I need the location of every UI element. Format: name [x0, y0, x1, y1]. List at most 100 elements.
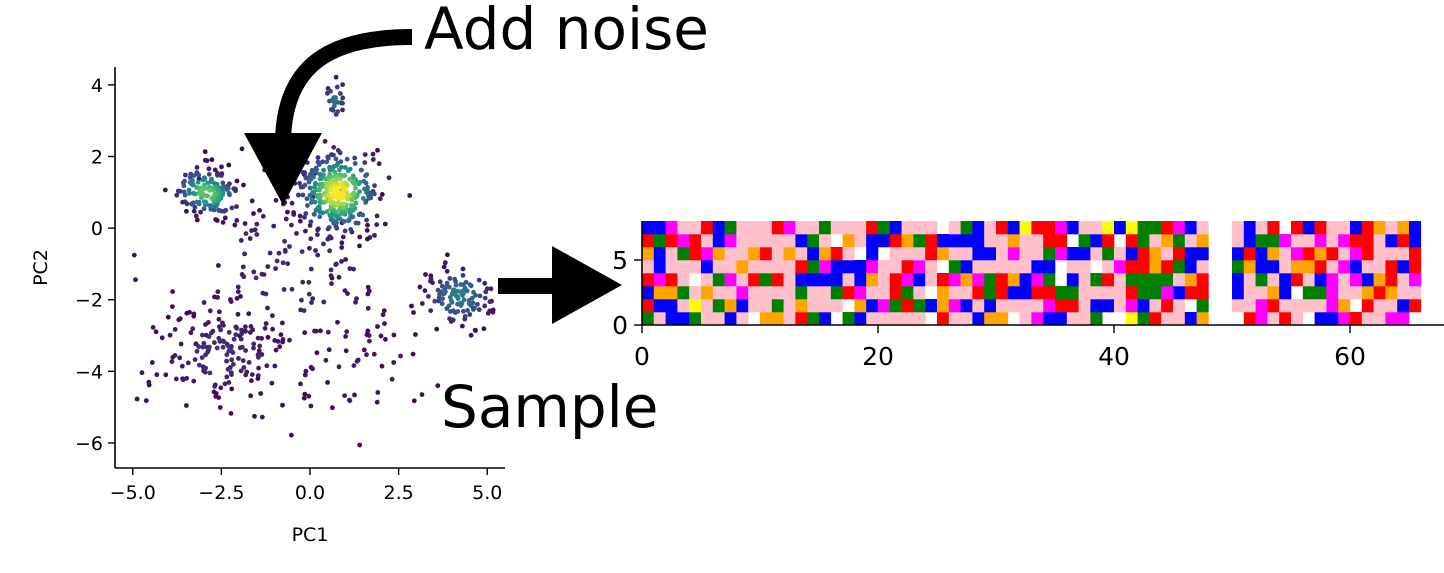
scatter-point [282, 238, 287, 244]
heatmap-cell [771, 312, 784, 326]
scatter-point [334, 163, 339, 168]
heatmap-cell [1078, 286, 1091, 300]
scatter-point [206, 334, 212, 339]
scatter-point [273, 197, 279, 203]
scatter-point [262, 325, 268, 331]
heatmap-cell [1196, 273, 1209, 287]
scatter-point [280, 337, 286, 342]
scatter-point [243, 231, 249, 237]
heatmap-cell [689, 221, 702, 235]
heatmap-cell [724, 260, 737, 274]
heatmap-cell [642, 234, 655, 248]
heatmap-cell [819, 299, 832, 313]
heatmap-cell [1397, 286, 1410, 300]
scatter-point [204, 158, 210, 164]
scatter-point [377, 196, 383, 202]
scatter-point [222, 381, 228, 387]
scatter-point [190, 182, 196, 188]
heatmap-cell [866, 247, 879, 261]
x-tick-label: 2.5 [384, 482, 414, 504]
scatter-point [309, 300, 314, 305]
scatter-point [224, 352, 230, 358]
scatter-point [308, 219, 314, 225]
heatmap-cell [1255, 260, 1268, 274]
heatmap-cell [889, 247, 902, 261]
heatmap-cell [854, 260, 867, 274]
scatter-point [391, 332, 397, 338]
heatmap-cell [712, 286, 725, 300]
heatmap-cell [937, 312, 950, 326]
heatmap-cell [1361, 299, 1374, 313]
heatmap-cell [1031, 312, 1044, 326]
heatmap-cell [701, 221, 714, 235]
scatter-point [321, 299, 327, 305]
scatter-point [313, 181, 319, 187]
heatmap-cell [1267, 260, 1280, 274]
scatter-point [191, 311, 197, 317]
scatter-point [165, 314, 171, 320]
scatter-point [207, 370, 213, 376]
scatter-point [314, 328, 319, 334]
heatmap-cell [901, 247, 914, 261]
heatmap-cell [1055, 286, 1068, 300]
heatmap-cell [925, 234, 938, 248]
scatter-point [149, 360, 155, 365]
scatter-point [247, 330, 253, 335]
heatmap-cell [748, 260, 761, 274]
heatmap-cell [1114, 286, 1127, 300]
heatmap-cell [1326, 299, 1339, 313]
heatmap-cell [1161, 247, 1174, 261]
scatter-point [347, 266, 353, 271]
heatmap-cell [1161, 234, 1174, 248]
scatter-point [460, 273, 466, 278]
scatter-point [235, 311, 241, 317]
scatter-point [460, 266, 466, 272]
heatmap-cell [1255, 247, 1268, 261]
heatmap-cell [642, 312, 655, 326]
heatmap-cell [771, 299, 784, 313]
heatmap-cell [830, 273, 843, 287]
scatter-point [235, 284, 241, 290]
scatter-point [240, 358, 246, 363]
heatmap-cell [866, 299, 879, 313]
heatmap-cell [736, 273, 749, 287]
heatmap-cell [960, 221, 973, 235]
scatter-point [269, 380, 275, 386]
heatmap-cell [1267, 234, 1280, 248]
scatter-point [321, 241, 326, 247]
heatmap-cell [1397, 312, 1410, 326]
scatter-point [366, 333, 372, 338]
scatter-point [446, 303, 452, 309]
heatmap-cell [1125, 273, 1138, 287]
scatter-point [243, 348, 249, 353]
scatter-point [345, 168, 351, 174]
heatmap-cell [1161, 286, 1174, 300]
scatter-point [181, 183, 187, 189]
heatmap-cell [1326, 286, 1339, 300]
scatter-point [212, 384, 218, 389]
scatter-point [419, 392, 425, 397]
scatter-point [426, 294, 431, 299]
scatter-point [471, 289, 476, 295]
scatter-point [337, 176, 343, 182]
heatmap-cell [1007, 299, 1020, 313]
heatmap-cell [984, 234, 997, 248]
heatmap-y-tick-label: 5 [612, 246, 628, 275]
heatmap-cell [1031, 247, 1044, 261]
scatter-point [236, 356, 241, 361]
heatmap-cell [1397, 260, 1410, 274]
scatter-point [375, 147, 380, 153]
scatter-point [223, 207, 229, 213]
scatter-point [359, 167, 364, 173]
heatmap-cell [984, 247, 997, 261]
heatmap-cell [1161, 260, 1174, 274]
heatmap-cell [960, 299, 973, 313]
scatter-point [357, 243, 362, 249]
heatmap-cell [1043, 299, 1056, 313]
scatter-point [488, 286, 494, 292]
scatter-point [255, 352, 261, 357]
scatter-point [241, 365, 247, 370]
heatmap-cell [771, 260, 784, 274]
scatter-point [362, 152, 368, 158]
scatter-point [319, 184, 325, 190]
